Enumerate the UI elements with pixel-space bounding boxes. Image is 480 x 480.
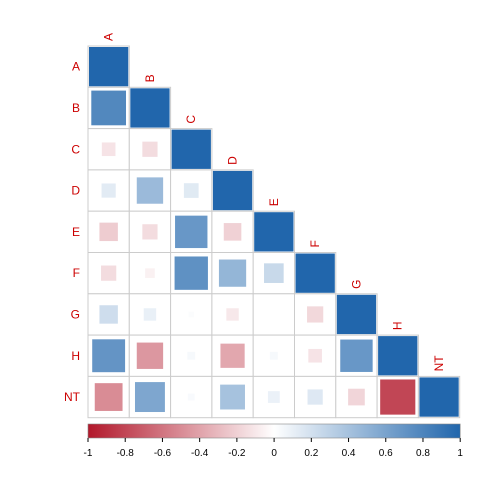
corr-square-F-C: [174, 256, 208, 290]
corr-square-F-A: [101, 265, 117, 281]
colorbar-gradient: [87, 423, 461, 439]
corr-square-B-B: [130, 88, 170, 128]
corr-square-NT-H: [380, 379, 416, 415]
corr-square-E-C: [175, 215, 208, 249]
corr-square-NT-B: [134, 382, 165, 413]
colorbar-tick-label: -0.8: [117, 448, 135, 459]
corr-square-E-E: [254, 212, 294, 252]
corr-square-H-H: [378, 336, 418, 376]
col-label-C: C: [184, 115, 198, 124]
colorbar-tick-label: 0.8: [416, 448, 430, 459]
corr-square-C-B: [142, 141, 158, 157]
row-label-E: E: [72, 225, 80, 239]
col-label-A: A: [102, 33, 116, 41]
corr-square-D-C: [183, 183, 199, 198]
variable-labels: A B C D E F G H NT A B C D E F G H NT: [64, 33, 446, 404]
corr-square-F-B: [145, 268, 155, 278]
matrix-cell-G-E: [252, 293, 295, 336]
corr-square-D-B: [136, 177, 164, 204]
col-label-H: H: [391, 321, 405, 330]
corr-square-E-A: [99, 222, 118, 242]
row-label-B: B: [72, 101, 80, 115]
colorbar: -1 -0.8 -0.6 -0.4 -0.2 0 0.2 0.4 0.6 0.8 1: [84, 423, 463, 459]
corr-square-H-B: [136, 342, 164, 369]
corr-square-H-G: [340, 339, 373, 372]
colorbar-tick-label: 0.4: [342, 448, 356, 459]
row-label-D: D: [71, 184, 80, 198]
corr-square-NT-G: [348, 388, 365, 406]
corr-square-NT-A: [94, 383, 123, 411]
colorbar-tick-label: 0: [271, 448, 277, 459]
matrix-cells: [87, 45, 461, 419]
corr-square-H-C: [187, 351, 196, 360]
matrix-cell-NT-F: [294, 375, 337, 419]
matrix-cell-E-D: [211, 210, 254, 253]
corr-square-G-A: [99, 305, 118, 324]
corr-square-H-E: [269, 351, 278, 360]
row-label-F: F: [73, 266, 80, 280]
colorbar-tick-label: -1: [84, 448, 93, 459]
corr-square-F-E: [264, 263, 284, 283]
corr-square-G-F: [307, 306, 324, 323]
colorbar-tick-label: 1: [457, 448, 463, 459]
corr-square-G-C: [188, 311, 195, 318]
corr-square-NT-NT: [419, 377, 459, 417]
col-label-E: E: [267, 198, 281, 206]
corr-square-H-A: [92, 339, 126, 373]
corr-square-D-D: [212, 170, 253, 211]
corr-square-G-B: [143, 308, 157, 321]
row-label-G: G: [71, 307, 80, 321]
corr-square-NT-D: [220, 384, 245, 410]
col-label-F: F: [308, 240, 322, 247]
corr-square-F-D: [218, 259, 247, 287]
corr-square-A-A: [89, 47, 129, 87]
col-label-D: D: [226, 156, 240, 165]
row-label-H: H: [71, 349, 80, 363]
corr-square-B-A: [91, 90, 127, 126]
col-label-G: G: [349, 279, 363, 288]
corr-square-E-B: [142, 224, 158, 240]
colorbar-tick-label: -0.6: [154, 448, 172, 459]
matrix-cell-G-A: [87, 293, 130, 336]
corr-square-NT-F: [307, 389, 323, 405]
row-label-A: A: [72, 60, 80, 74]
colorbar-tick-label: 0.2: [304, 448, 318, 459]
colorbar-tick-label: -0.2: [228, 448, 246, 459]
corr-square-G-G: [336, 294, 377, 335]
corr-square-G-D: [226, 308, 239, 321]
row-label-C: C: [71, 142, 80, 156]
corr-square-NT-C: [187, 393, 195, 401]
corr-square-H-F: [308, 348, 322, 363]
corr-square-F-F: [295, 253, 335, 293]
matrix-cell-D-B: [128, 169, 172, 212]
corr-square-H-D: [220, 343, 245, 368]
corr-square-D-A: [101, 183, 116, 198]
corr-square-NT-E: [267, 391, 280, 403]
corr-square-E-D: [223, 223, 242, 241]
colorbar-tick-label: 0.6: [379, 448, 393, 459]
colorbar-tick-label: -0.4: [191, 448, 209, 459]
row-label-NT: NT: [64, 390, 81, 404]
col-label-NT: NT: [432, 355, 446, 372]
col-label-B: B: [143, 74, 157, 82]
corr-square-C-A: [101, 142, 116, 157]
corr-square-C-C: [171, 129, 211, 169]
